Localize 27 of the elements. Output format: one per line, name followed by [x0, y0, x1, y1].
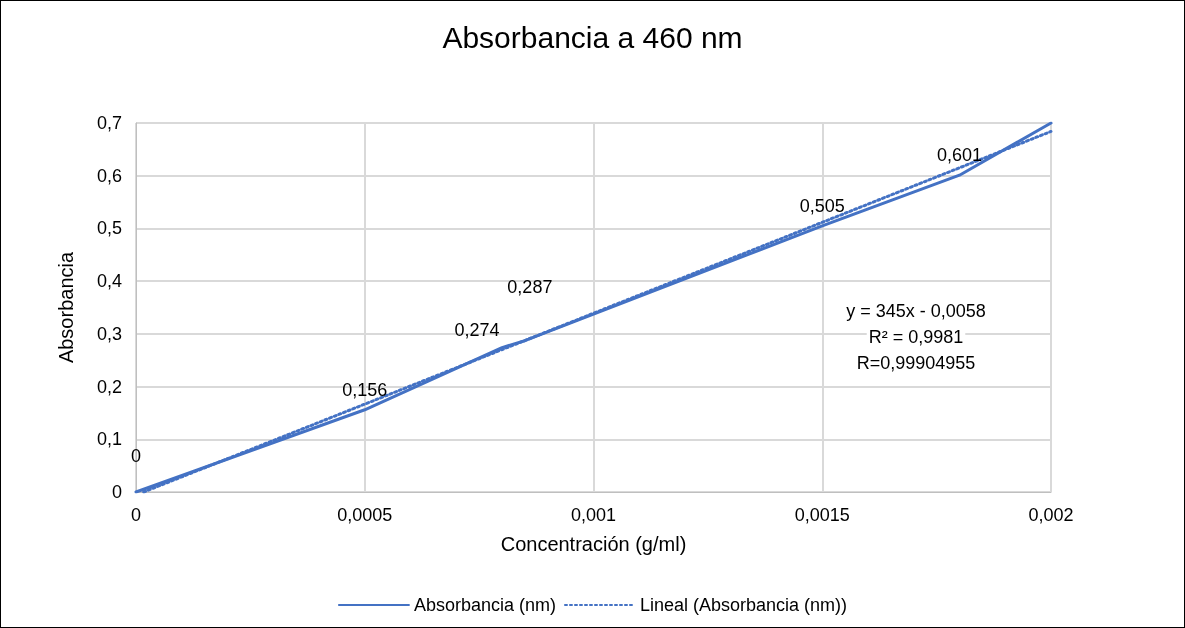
y-tick-label: 0,4 — [96, 271, 122, 292]
annotation: R=0,99904955 — [856, 353, 976, 373]
data-label: 0,274 — [454, 319, 500, 340]
y-tick-label: 0,3 — [96, 323, 122, 344]
chart-title: Absorbancia a 460 nm — [442, 20, 743, 54]
x-tick-label: 0 — [130, 505, 142, 525]
y-tick-label: 0,6 — [96, 165, 122, 186]
annotation: y = 345x - 0,0058 — [846, 301, 986, 321]
data-label: 0 — [130, 446, 142, 466]
y-tick-label: 0,1 — [96, 429, 122, 450]
x-tick-label: 0,0015 — [794, 505, 850, 525]
y-tick-label: 0,5 — [96, 218, 122, 239]
x-tick-label: 0,001 — [570, 505, 617, 525]
y-tick-label: 0,7 — [96, 113, 122, 133]
x-tick-label: 0,002 — [1028, 505, 1074, 525]
legend-label: Absorbancia (nm) — [413, 595, 556, 615]
x-axis-title: Concentración (g/ml) — [500, 533, 687, 555]
y-axis-title: Absorbancia — [55, 251, 77, 364]
legend-label: Lineal (Absorbancia (nm)) — [639, 595, 848, 615]
data-label: 0,601 — [936, 145, 983, 166]
x-tick-label: 0,0005 — [337, 505, 393, 525]
y-tick-label: 0,2 — [96, 376, 122, 397]
data-label: 0,287 — [507, 276, 553, 297]
data-label: 0,156 — [342, 379, 388, 400]
annotation: R² = 0,9981 — [868, 327, 964, 347]
y-tick-label: 0 — [111, 482, 122, 502]
data-label: 0,505 — [799, 195, 845, 216]
